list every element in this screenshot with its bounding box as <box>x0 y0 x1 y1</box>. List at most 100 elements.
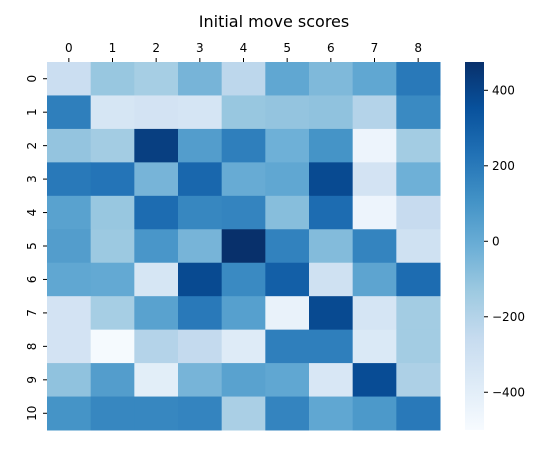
heatmap-cell <box>309 95 354 130</box>
heatmap-cell <box>178 128 223 163</box>
heatmap-cell <box>352 329 397 364</box>
heatmap-cell <box>396 363 441 398</box>
heatmap-cell <box>90 229 135 264</box>
x-tick-label: 2 <box>152 41 160 55</box>
colorbar-tick-label: 200 <box>492 159 515 173</box>
heatmap-cells <box>47 62 441 431</box>
heatmap-cell <box>178 162 223 197</box>
heatmap-cell <box>178 229 223 264</box>
heatmap-cell <box>352 363 397 398</box>
heatmap-cell <box>396 396 441 431</box>
y-tick-label: 9 <box>25 376 39 384</box>
heatmap-cell <box>134 62 179 96</box>
heatmap-cell <box>178 296 223 331</box>
heatmap-cell <box>134 162 179 197</box>
y-tick-label: 3 <box>25 175 39 183</box>
heatmap-cell <box>265 95 310 130</box>
heatmap-cell <box>47 363 92 398</box>
heatmap-cell <box>178 95 223 130</box>
x-tick-label: 7 <box>371 41 379 55</box>
heatmap-cell <box>47 262 92 297</box>
heatmap-cell <box>352 62 397 96</box>
y-tick-label: 7 <box>25 309 39 317</box>
y-tick-label: 8 <box>25 343 39 351</box>
heatmap-cell <box>90 363 135 398</box>
heatmap-cell <box>178 363 223 398</box>
colorbar-tick-label: 400 <box>492 83 515 97</box>
x-tick-label: 3 <box>196 41 204 55</box>
colorbar-tick-label: −400 <box>492 385 525 399</box>
y-tick-label: 10 <box>25 406 39 421</box>
heatmap-cell <box>221 262 266 297</box>
colorbar-ticks: 400 200 0 −200 −400 <box>484 83 525 399</box>
x-tick-label: 0 <box>65 41 73 55</box>
heatmap-cell <box>265 229 310 264</box>
y-axis-ticks: 0 1 2 3 4 5 6 7 8 9 10 <box>25 75 47 421</box>
heatmap-cell <box>178 195 223 230</box>
x-tick-label: 6 <box>327 41 335 55</box>
heatmap-cell <box>309 363 354 398</box>
heatmap-cell <box>47 296 92 331</box>
colorbar-tick-label: −200 <box>492 310 525 324</box>
heatmap-cell <box>396 296 441 331</box>
heatmap-cell <box>309 229 354 264</box>
heatmap-cell <box>134 128 179 163</box>
heatmap-cell <box>265 62 310 96</box>
heatmap-cell <box>47 329 92 364</box>
heatmap-cell <box>309 128 354 163</box>
heatmap-cell <box>309 162 354 197</box>
heatmap-cell <box>309 296 354 331</box>
heatmap-cell <box>47 229 92 264</box>
heatmap-cell <box>352 95 397 130</box>
heatmap-cell <box>352 162 397 197</box>
heatmap-cell <box>134 195 179 230</box>
heatmap-cell <box>178 329 223 364</box>
x-tick-label: 1 <box>109 41 117 55</box>
heatmap-cell <box>221 95 266 130</box>
heatmap-cell <box>309 262 354 297</box>
heatmap-cell <box>352 396 397 431</box>
heatmap-cell <box>352 229 397 264</box>
heatmap-cell <box>90 95 135 130</box>
heatmap-cell <box>134 262 179 297</box>
heatmap-cell <box>47 162 92 197</box>
x-tick-label: 4 <box>240 41 248 55</box>
heatmap-cell <box>265 162 310 197</box>
heatmap-cell <box>47 95 92 130</box>
y-tick-label: 1 <box>25 108 39 116</box>
heatmap-cell <box>134 95 179 130</box>
heatmap-cell <box>134 229 179 264</box>
heatmap-cell <box>47 396 92 431</box>
heatmap-cell <box>309 62 354 96</box>
heatmap-cell <box>352 296 397 331</box>
heatmap-cell <box>221 62 266 96</box>
heatmap-cell <box>90 296 135 331</box>
heatmap-cell <box>178 62 223 96</box>
heatmap-cell <box>352 128 397 163</box>
heatmap-cell <box>134 329 179 364</box>
heatmap-cell <box>221 396 266 431</box>
heatmap-cell <box>265 195 310 230</box>
heatmap-cell <box>90 195 135 230</box>
y-tick-label: 2 <box>25 142 39 150</box>
heatmap-cell <box>309 329 354 364</box>
colorbar-tick-label: 0 <box>492 234 500 248</box>
heatmap-cell <box>265 363 310 398</box>
x-tick-label: 5 <box>283 41 291 55</box>
heatmap-cell <box>396 62 441 96</box>
heatmap-cell <box>47 195 92 230</box>
heatmap-cell <box>134 363 179 398</box>
heatmap-cell <box>221 296 266 331</box>
heatmap-cell <box>265 128 310 163</box>
heatmap-cell <box>265 262 310 297</box>
heatmap-cell <box>221 329 266 364</box>
heatmap-cell <box>396 195 441 230</box>
heatmap-cell <box>134 396 179 431</box>
heatmap-cell <box>221 195 266 230</box>
y-tick-label: 6 <box>25 276 39 284</box>
chart-title: Initial move scores <box>199 12 349 31</box>
heatmap-cell <box>221 363 266 398</box>
heatmap-cell <box>221 162 266 197</box>
heatmap-cell <box>265 396 310 431</box>
